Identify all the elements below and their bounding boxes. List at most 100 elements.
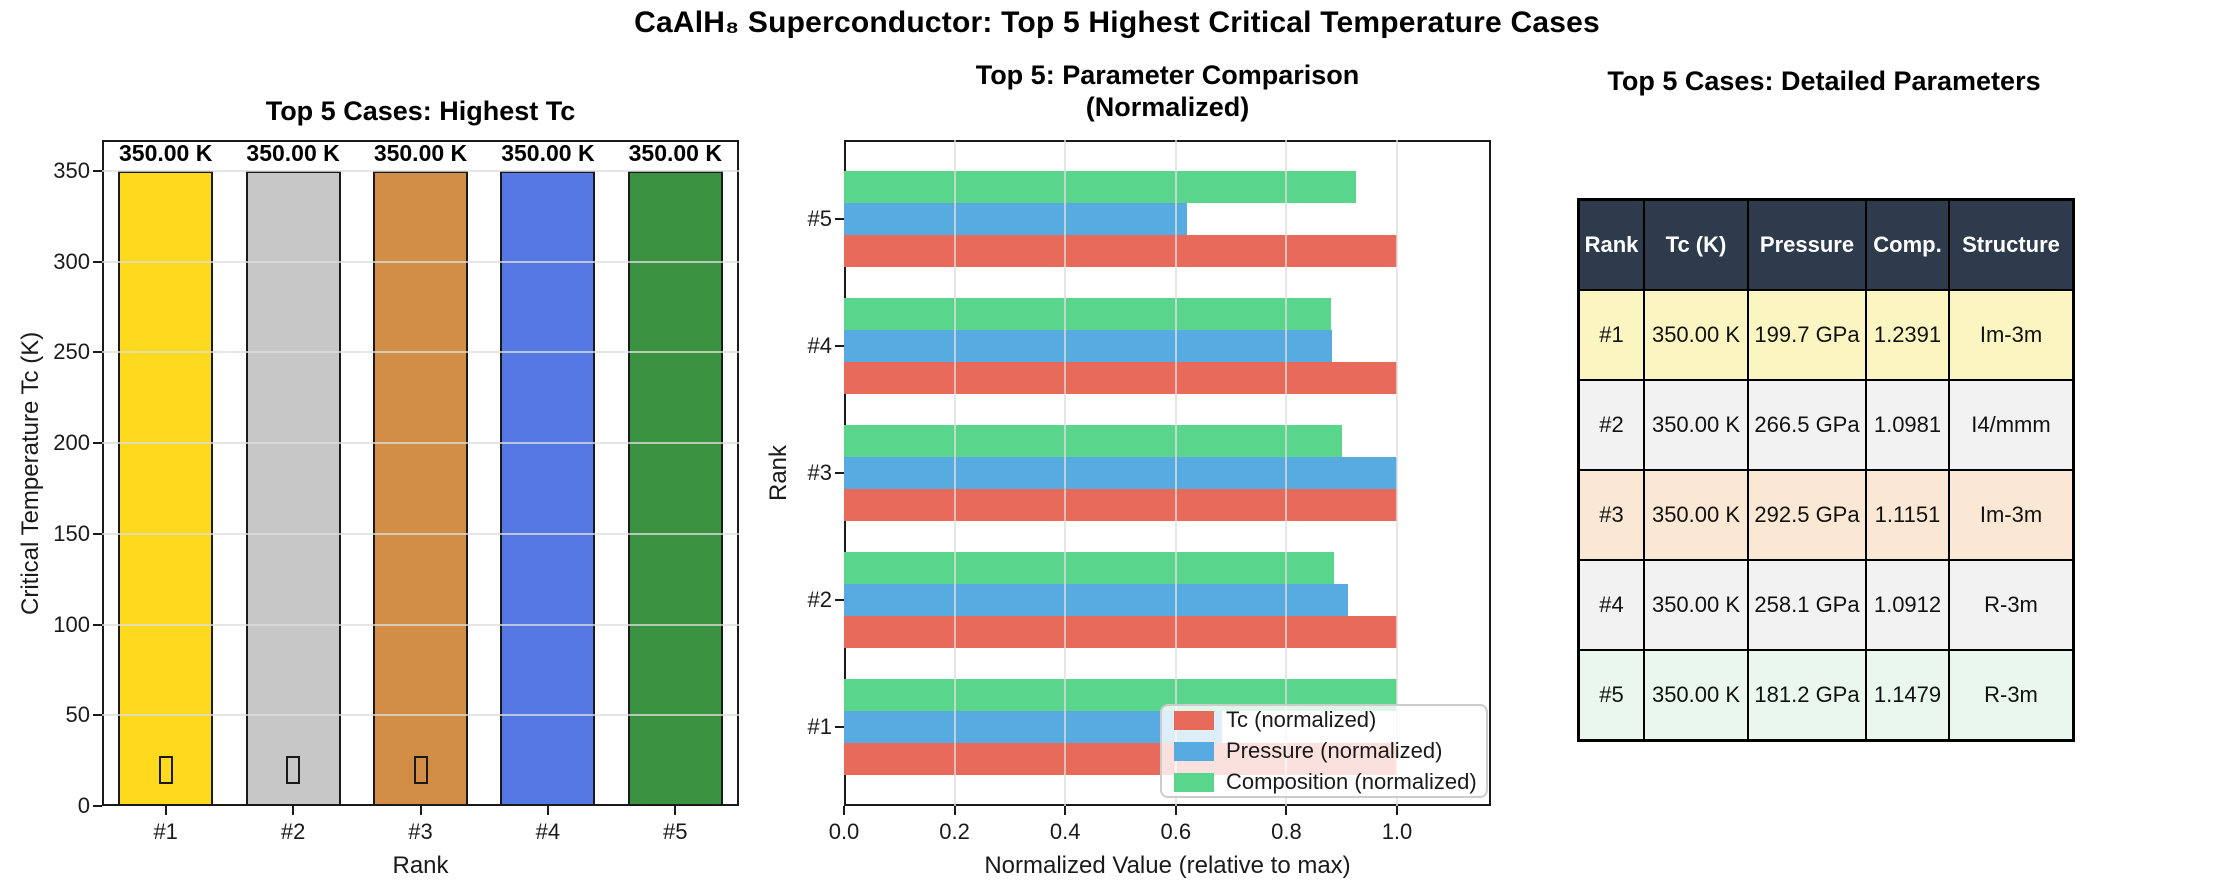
middle-chart-ytick-mark — [835, 345, 844, 348]
left-chart-xtick-label: #5 — [663, 819, 688, 844]
left-chart-title: Top 5 Cases: Highest Tc — [265, 96, 576, 126]
left-chart-ytick-label: 300 — [53, 248, 90, 274]
table-cell: 350.00 K — [1644, 290, 1748, 380]
table-cell: #5 — [1579, 650, 1644, 740]
tc-bar-value-label: 350.00 K — [373, 139, 468, 166]
tc-bar-rank-3 — [373, 170, 468, 806]
table-cell: 1.0981 — [1866, 380, 1949, 470]
legend-color-patch — [1174, 710, 1214, 730]
table-cell: 350.00 K — [1644, 560, 1748, 650]
middle-chart-xtick-mark — [953, 806, 956, 815]
tc-bar-value-label: 350.00 K — [501, 139, 595, 166]
table-cell: 1.2391 — [1866, 290, 1949, 380]
tc-bar-rank-3 — [844, 489, 1397, 521]
left-chart-ytick-label: 350 — [53, 157, 90, 183]
tc-bar-rank-1 — [118, 170, 214, 806]
legend-label: Composition (normalized) — [1226, 769, 1477, 794]
table-cell: 1.1151 — [1866, 470, 1949, 560]
legend-color-patch — [1174, 741, 1214, 761]
middle-chart-xtick-label: 0.4 — [1049, 819, 1081, 844]
middle-chart-ytick-label: #3 — [807, 460, 832, 485]
left-chart-xtick-label: #3 — [408, 819, 433, 844]
middle-chart-xtick-label: 0.2 — [939, 819, 970, 844]
table-cell: 292.5 GPa — [1748, 470, 1866, 560]
left-chart-ytick-mark — [93, 532, 102, 535]
legend-label: Pressure (normalized) — [1226, 738, 1443, 763]
left-chart-ytick-mark — [93, 623, 102, 626]
legend-label: Tc (normalized) — [1226, 707, 1377, 732]
middle-chart-ytick-label: #2 — [807, 586, 832, 612]
middle-chart-title: Top 5: Parameter Comparison (Normalized) — [844, 60, 1491, 124]
tc-bar-rank-5 — [844, 235, 1397, 268]
middle-chart-xtick-label: 1.0 — [1381, 819, 1413, 844]
left-chart-xtick-mark — [164, 806, 167, 815]
table-header-cell: Pressure — [1748, 200, 1866, 290]
left-chart-ytick-mark — [93, 442, 102, 445]
table-cell: #1 — [1579, 290, 1644, 380]
pressure-bar-rank-2 — [844, 583, 1348, 616]
left-chart-xtick-mark — [674, 806, 677, 815]
left-chart-ytick-mark — [93, 351, 102, 354]
middle-chart-xtick-mark — [1285, 806, 1288, 815]
legend-entry: Composition (normalized) — [1174, 769, 1477, 795]
left-chart-ytick-mark — [93, 805, 102, 807]
table-cell: #2 — [1579, 380, 1644, 470]
table-cell: 350.00 K — [1644, 650, 1748, 740]
table-cell: I4/mmm — [1949, 380, 2073, 470]
table-cell: 1.1479 — [1866, 650, 1949, 740]
middle-chart-xtick-label: 0.8 — [1271, 819, 1302, 844]
middle-chart-xlabel: Normalized Value (relative to max) — [984, 852, 1351, 879]
parameters-table: Rank Tc (K) Pressure Comp. Structure #1 350.00… — [1577, 198, 2075, 742]
missing-glyph-box — [413, 756, 428, 784]
table-cell: 350.00 K — [1644, 380, 1748, 470]
left-chart-ytick-mark — [93, 260, 102, 263]
middle-chart-gridline — [1064, 140, 1067, 806]
table-header-cell: Tc (K) — [1644, 200, 1748, 290]
middle-chart-gridline — [953, 140, 956, 806]
left-chart-gridline — [102, 442, 739, 445]
left-chart-gridline — [102, 260, 739, 263]
middle-chart-xtick-mark — [1174, 806, 1177, 815]
composition-bar-rank-2 — [844, 551, 1335, 584]
middle-chart-ytick-label: #1 — [807, 713, 832, 739]
left-chart-ytick-label: 250 — [53, 339, 90, 365]
table-cell: #4 — [1579, 560, 1644, 650]
tc-bar-value-label: 350.00 K — [119, 139, 213, 166]
composition-bar-rank-3 — [844, 425, 1342, 457]
tc-bar-rank-5 — [627, 170, 723, 806]
table-cell: R-3m — [1949, 560, 2073, 650]
left-chart-xtick-mark — [292, 806, 295, 815]
left-chart-gridline — [102, 532, 739, 535]
middle-chart-ytick-mark — [835, 598, 844, 601]
table-title: Top 5 Cases: Detailed Parameters — [1607, 66, 2041, 96]
pressure-bar-rank-1 — [844, 710, 1222, 743]
table-cell: 181.2 GPa — [1748, 650, 1866, 740]
table-header-cell: Rank — [1579, 200, 1644, 290]
legend-entry: Tc (normalized) — [1174, 707, 1474, 733]
left-chart-gridline — [102, 169, 739, 172]
composition-bar-rank-5 — [844, 171, 1357, 204]
missing-glyph-box — [286, 756, 301, 784]
left-chart-gridline — [102, 351, 739, 354]
tc-bar-rank-2 — [245, 170, 341, 806]
middle-chart-ytick-mark — [835, 472, 844, 474]
middle-chart-gridline — [1285, 140, 1288, 806]
middle-chart-title-line1: Top 5: Parameter Comparison — [975, 60, 1360, 90]
table-header-cell: Comp. — [1866, 200, 1949, 290]
left-chart-ytick-label: 0 — [77, 793, 90, 818]
middle-chart-title-line2: (Normalized) — [1085, 91, 1250, 122]
table-header-cell: Structure — [1949, 200, 2073, 290]
table-cell: 266.5 GPa — [1748, 380, 1866, 470]
tc-bar-rank-2 — [844, 615, 1397, 648]
middle-chart-xtick-mark — [1395, 806, 1398, 815]
left-chart-ytick-label: 50 — [65, 702, 90, 728]
middle-chart-ytick-mark — [835, 218, 844, 221]
pressure-bar-rank-4 — [844, 330, 1332, 363]
left-chart-xlabel: Rank — [392, 852, 449, 879]
table-cell: 350.00 K — [1644, 470, 1748, 560]
left-chart-xtick-mark — [419, 806, 422, 815]
left-chart-ytick-label: 150 — [53, 520, 90, 546]
middle-chart-ytick-label: #4 — [807, 333, 832, 359]
tc-bar-value-label: 350.00 K — [628, 139, 722, 166]
